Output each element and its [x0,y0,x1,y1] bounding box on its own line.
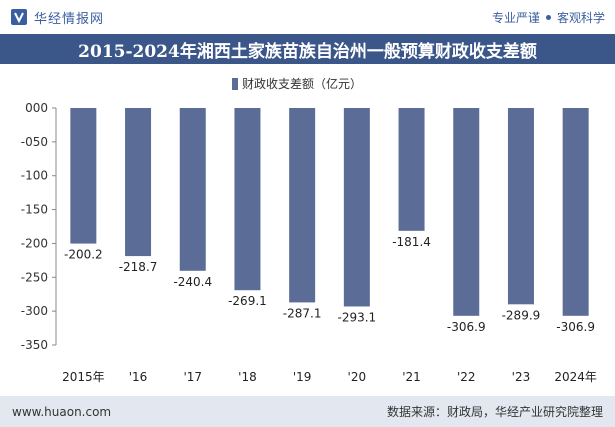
data-label: -181.4 [392,235,431,249]
data-label: -306.9 [556,320,595,334]
y-tick-label: -100 [21,169,48,183]
footer-website: www.huaon.com [12,404,112,419]
data-label: -218.7 [119,260,158,274]
bar [453,108,480,316]
legend-label: 财政收支差额（亿元） [242,76,362,91]
footer: www.huaon.com 数据来源：财政局，华经产业研究院整理 [0,396,615,427]
bar [125,108,152,257]
data-label: -306.9 [447,320,486,334]
y-axis: 000 -050 -100 -150 -200 -250 -300 -350 [21,101,57,352]
data-label: -200.2 [64,248,103,262]
bar [343,108,370,307]
bar [70,108,97,244]
top-bar: 华经情报网 专业严谨 客观科学 [0,0,615,34]
huajing-logo-icon [11,9,27,25]
legend: 财政收支差额（亿元） [232,76,362,91]
x-tick-label: '23 [512,370,531,384]
footer-source: 数据来源：财政局，华经产业研究院整理 [386,405,603,419]
data-label: -293.1 [338,310,377,324]
y-tick-label: 000 [25,101,48,115]
y-tick-label: -200 [21,236,48,250]
bar [507,108,534,305]
brand: 华经情报网 [10,8,104,27]
legend-swatch [232,78,238,90]
tag-objective: 客观科学 [556,10,605,25]
bar [289,108,316,303]
x-tick-label: '16 [129,370,148,384]
bar [179,108,206,271]
bar-chart: 财政收支差额（亿元） 000 -050 -100 -150 -200 -250 -300 -3… [21,76,597,384]
title-bar: 2015-2024年湘西土家族苗族自治州一般预算财政收支差额 [0,34,615,64]
header-tags: 专业严谨 客观科学 [492,9,605,26]
y-tick-label: -350 [21,338,48,352]
x-tick-label: '19 [293,370,312,384]
y-tick-label: -300 [21,304,48,318]
bar [234,108,261,291]
bars: -200.2 -218.7 -240.4 -269.1 -287.1 -293.1 -181… [64,108,595,334]
x-tick-label: '22 [457,370,476,384]
x-tick-label: '17 [183,370,202,384]
separator-dot-icon [545,14,551,20]
bar [398,108,425,231]
y-tick-label: -050 [21,135,48,149]
tag-professional: 专业严谨 [491,10,540,25]
data-label: -289.9 [502,308,541,322]
data-label: -240.4 [173,275,212,289]
x-tick-label: '21 [402,370,421,384]
x-tick-label: 2015年 [62,370,105,384]
chart-title: 2015-2024年湘西土家族苗族自治州一般预算财政收支差额 [78,41,537,62]
data-label: -287.1 [283,306,322,320]
y-tick-label: -150 [21,203,48,217]
y-tick-label: -250 [21,270,48,284]
x-tick-label: '20 [348,370,367,384]
brand-name: 华经情报网 [34,11,105,27]
bar [562,108,589,316]
data-label: -269.1 [228,294,267,308]
x-axis: 2015年 '16 '17 '18 '19 '20 '21 '22 '23 2024年 [62,370,597,384]
x-tick-label: 2024年 [554,370,597,384]
x-tick-label: '18 [238,370,257,384]
